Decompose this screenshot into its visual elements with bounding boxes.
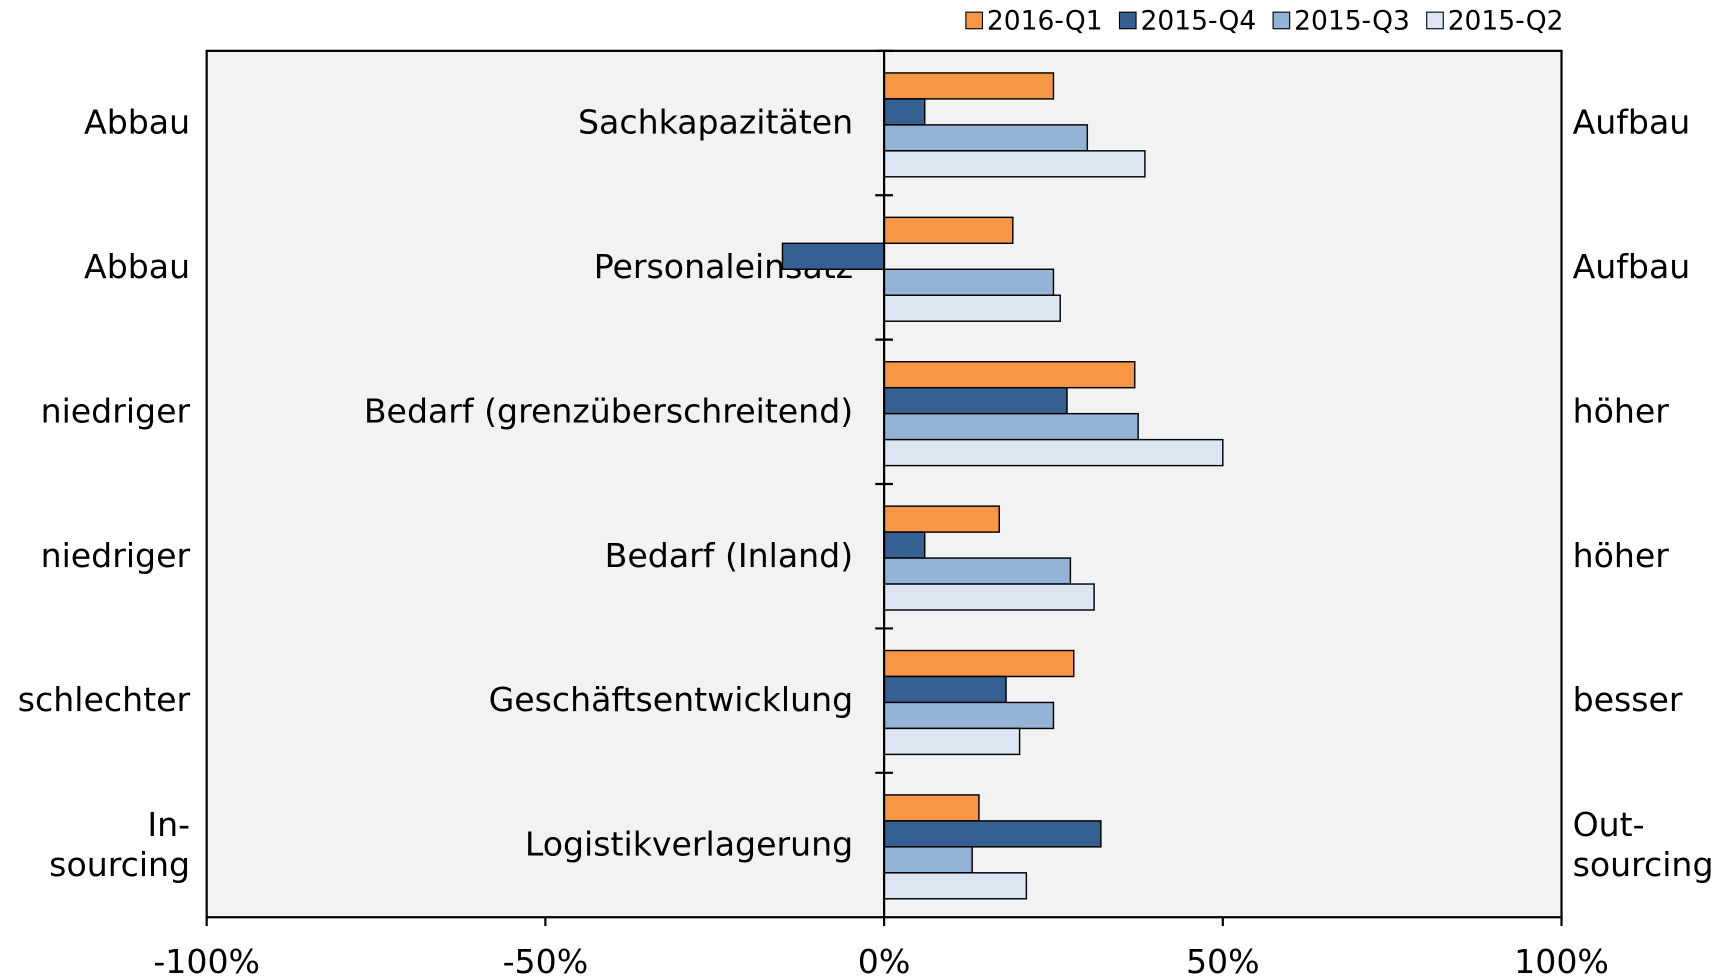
bar xyxy=(883,98,926,126)
bar xyxy=(883,124,1089,152)
right-label: besser xyxy=(1573,680,1683,719)
left-label: niedriger xyxy=(41,391,191,430)
bar xyxy=(883,557,1072,585)
x-tick-label: 50% xyxy=(1186,942,1260,978)
bar xyxy=(883,294,1061,322)
bar xyxy=(883,438,1224,467)
bar xyxy=(883,675,1007,704)
category-label: Geschäftsentwicklung xyxy=(489,680,854,719)
right-label: höher xyxy=(1573,391,1670,430)
bar xyxy=(883,268,1055,296)
legend-swatch xyxy=(1118,11,1137,30)
bar xyxy=(883,72,1055,100)
bar xyxy=(883,649,1075,678)
bar xyxy=(883,846,973,874)
bar xyxy=(883,505,1000,533)
category-label: Bedarf (Inland) xyxy=(605,536,854,575)
bar xyxy=(883,216,1014,245)
legend-swatch xyxy=(1426,11,1444,30)
left-label: schlechter xyxy=(18,680,191,719)
legend-label: 2016-Q1 xyxy=(987,6,1103,37)
bar xyxy=(883,386,1068,415)
x-tick-label: 0% xyxy=(858,942,911,978)
bar xyxy=(883,412,1139,441)
right-label: Aufbau xyxy=(1573,103,1691,142)
right-label: höher xyxy=(1573,536,1670,575)
category-label: Bedarf (grenzüberschreitend) xyxy=(364,391,853,430)
bar xyxy=(883,150,1146,178)
category-label: Logistikverlagerung xyxy=(525,825,853,864)
x-tick-label: -100% xyxy=(153,942,260,978)
legend-label: 2015-Q4 xyxy=(1140,6,1256,37)
x-tick-label: 100% xyxy=(1514,942,1609,978)
right-label: Aufbau xyxy=(1573,247,1691,286)
bar xyxy=(883,531,926,559)
legend-label: 2015-Q2 xyxy=(1448,6,1564,37)
bar xyxy=(883,794,980,822)
bar xyxy=(883,361,1136,389)
x-tick-label: -50% xyxy=(503,942,589,978)
bar xyxy=(883,820,1102,848)
bar xyxy=(883,727,1021,756)
bar xyxy=(883,701,1055,730)
legend-label: 2015-Q3 xyxy=(1294,6,1410,37)
right-label: Out-sourcing xyxy=(1573,805,1714,884)
legend-swatch xyxy=(965,11,984,30)
bar xyxy=(883,872,1028,900)
left-label: Abbau xyxy=(84,103,190,142)
legend-swatch xyxy=(1272,11,1291,30)
bar xyxy=(781,242,885,270)
left-label: In-sourcing xyxy=(49,805,190,884)
left-label: Abbau xyxy=(84,247,190,286)
category-label: Sachkapazitäten xyxy=(578,103,853,142)
bar xyxy=(883,583,1095,611)
left-label: niedriger xyxy=(41,536,191,575)
